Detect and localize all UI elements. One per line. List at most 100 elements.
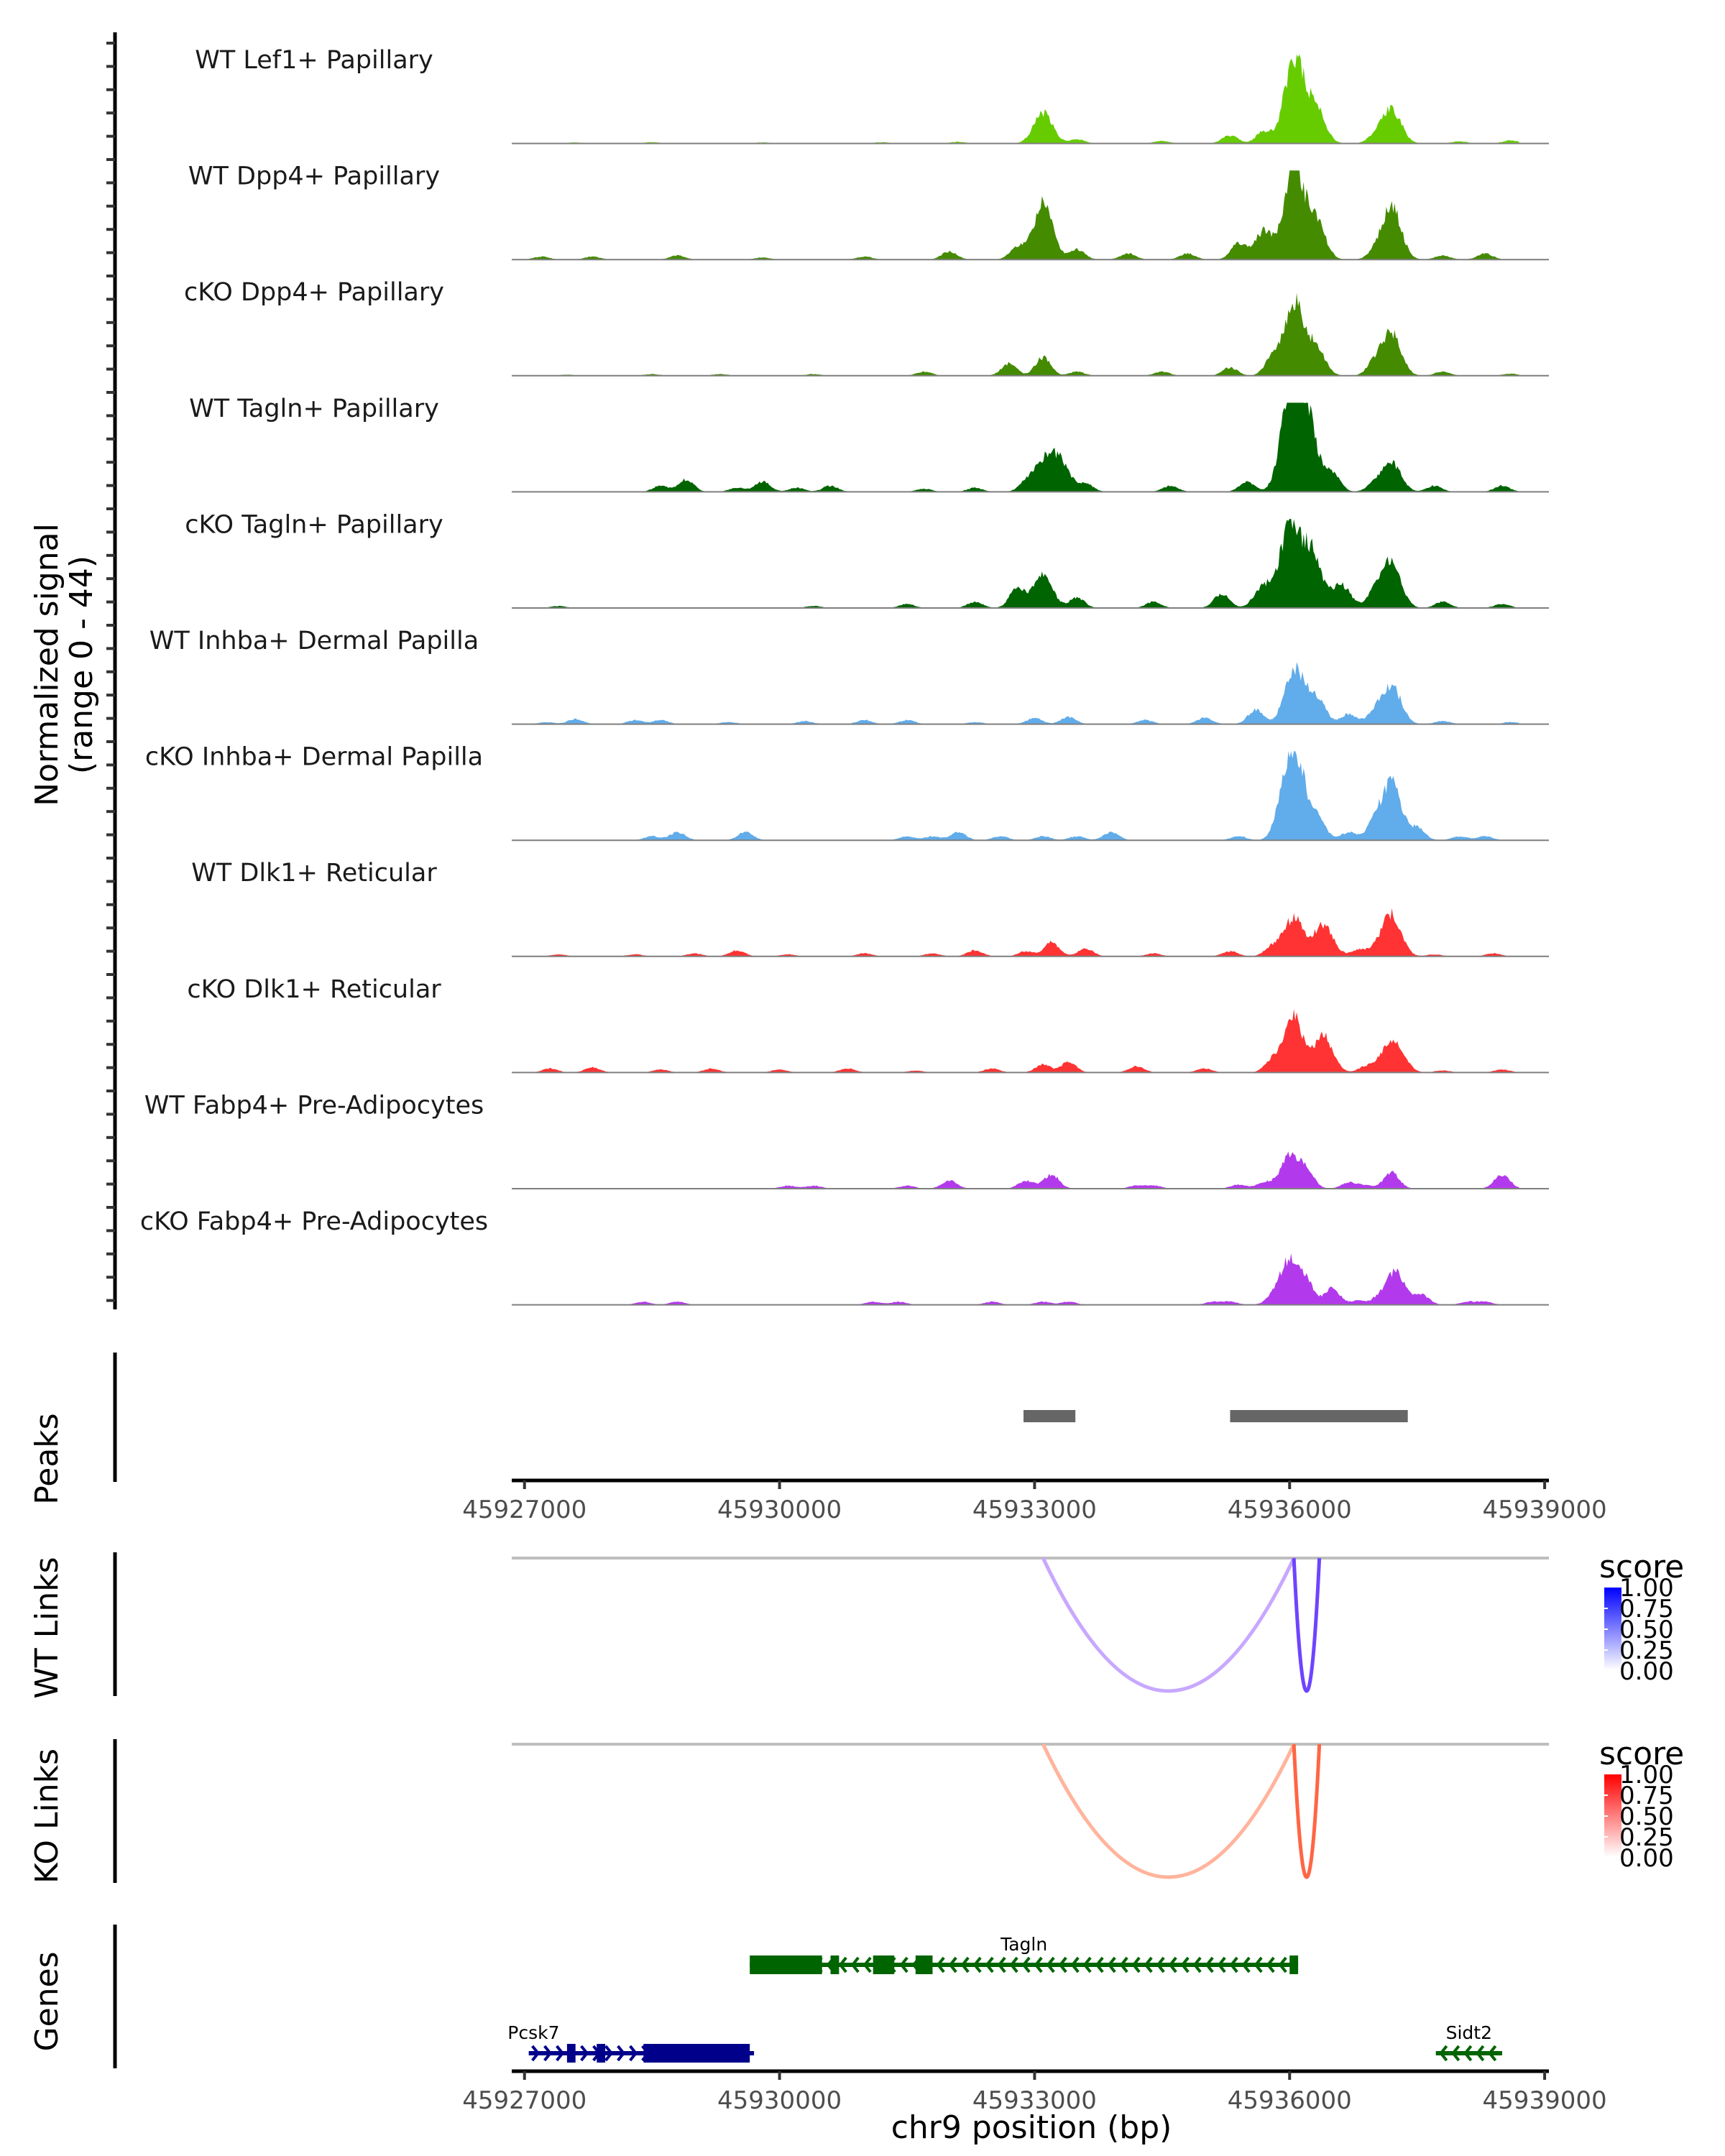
legend-title: score (1599, 1736, 1684, 1772)
track-label: WT Dlk1+ Reticular (191, 859, 437, 888)
strand-chevron (1205, 1956, 1214, 1973)
x-tick-label: 45930000 (717, 2086, 842, 2115)
coverage-track: WT Tagln+ Papillary (189, 395, 1549, 493)
x-tick-label: 45933000 (972, 2086, 1097, 2115)
gene-exon (915, 1955, 933, 1974)
strand-chevron (580, 2045, 589, 2062)
gene-exon (597, 2044, 606, 2063)
coverage-area (512, 1253, 1519, 1305)
strand-chevron (1254, 1956, 1263, 1973)
x-axis-title: chr9 position (bp) (891, 2109, 1172, 2146)
gene-name-label: Tagln (1000, 1934, 1047, 1955)
ko-links-label: KO Links (29, 1749, 65, 1884)
strand-chevron (838, 1956, 847, 1973)
strand-chevron (972, 1956, 982, 1973)
strand-chevron (1046, 1956, 1055, 1973)
coverage-track: cKO Dlk1+ Reticular (187, 975, 1549, 1074)
peaks-track (1024, 1410, 1408, 1422)
peak-region (1230, 1410, 1408, 1422)
track-label: cKO Inhba+ Dermal Papilla (145, 743, 483, 772)
x-tick-label: 45936000 (1228, 2086, 1352, 2115)
legend-tick-label: 0.00 (1619, 1657, 1674, 1686)
gene-model: Tagln (750, 1934, 1299, 1974)
coverage-area (512, 1151, 1519, 1189)
strand-chevron (556, 2045, 565, 2062)
x-tick-label: 45927000 (462, 1496, 586, 1524)
legend-title: score (1599, 1549, 1684, 1585)
track-label: WT Lef1+ Papillary (195, 46, 433, 75)
y-axis-title: Normalized signal (range 0 - 44) (29, 523, 100, 806)
strand-chevron (1095, 1956, 1104, 1973)
coverage-track: WT Inhba+ Dermal Papilla (150, 627, 1549, 725)
coverage-track: cKO Dpp4+ Papillary (184, 278, 1549, 377)
legend-tick-label: 0.50 (1619, 1616, 1674, 1644)
coverage-y-ticks (106, 42, 115, 1302)
strand-chevron (862, 1956, 872, 1973)
coverage-area (512, 751, 1519, 841)
ko-links-track (512, 1743, 1549, 1879)
coverage-area (512, 54, 1519, 144)
coverage-track: cKO Fabp4+ Pre-Adipocytes (140, 1207, 1549, 1306)
strand-chevron (1058, 1956, 1067, 1973)
track-label: cKO Fabp4+ Pre-Adipocytes (140, 1207, 488, 1236)
coverage-track: cKO Inhba+ Dermal Papilla (145, 743, 1549, 842)
strand-chevron (1168, 1956, 1177, 1973)
strand-chevron (1451, 2045, 1460, 2062)
strand-chevron (604, 2045, 614, 2062)
link-arc (1292, 1743, 1322, 1879)
coverage-track: WT Dpp4+ Papillary (188, 162, 1549, 261)
y-axis-title-line2: (range 0 - 44) (63, 556, 100, 774)
strand-chevron (850, 1956, 860, 1973)
strand-chevron (936, 1956, 945, 1973)
x-tick-label: 45930000 (717, 1496, 842, 1524)
coverage-track: WT Dlk1+ Reticular (191, 859, 1549, 957)
coverage-area (512, 292, 1519, 376)
track-label: cKO Tagln+ Papillary (185, 510, 443, 539)
strand-chevron (1180, 1956, 1190, 1973)
wt-links-label: WT Links (29, 1557, 65, 1698)
link-arc (1041, 1743, 1296, 1879)
legend-tick-label: 0.50 (1619, 1802, 1674, 1831)
gene-exon (566, 2044, 576, 2063)
track-label: cKO Dlk1+ Reticular (187, 975, 441, 1004)
track-label: WT Tagln+ Papillary (189, 395, 439, 423)
strand-chevron (1082, 1956, 1092, 1973)
strand-chevron (543, 2045, 553, 2062)
gene-exon (750, 1955, 822, 1974)
strand-chevron (1131, 1956, 1141, 1973)
gene-model: Sidt2 (1435, 2022, 1502, 2062)
gene-exon (873, 1955, 895, 1974)
strand-chevron (899, 1956, 908, 1973)
track-label: WT Fabp4+ Pre-Adipocytes (144, 1091, 484, 1120)
coverage-area (512, 908, 1519, 957)
gene-model: Pcsk7 (507, 2022, 755, 2063)
genes-label: Genes (29, 1951, 65, 2051)
strand-chevron (1192, 1956, 1202, 1973)
strand-chevron (1266, 1956, 1275, 1973)
legend-tick-label: 1.00 (1619, 1761, 1674, 1789)
strand-chevron (1009, 1956, 1018, 1973)
coverage-track: cKO Tagln+ Papillary (185, 510, 1549, 609)
gene-name-label: Sidt2 (1446, 2022, 1492, 2043)
track-label: WT Inhba+ Dermal Papilla (150, 627, 479, 655)
y-axis-title-line1: Normalized signal (29, 523, 65, 806)
link-arc (1041, 1557, 1296, 1693)
x-tick-label: 45936000 (1228, 1496, 1352, 1524)
strand-chevron (1119, 1956, 1128, 1973)
x-tick-label: 45927000 (462, 2086, 586, 2115)
coverage-track: WT Fabp4+ Pre-Adipocytes (144, 1091, 1549, 1189)
strand-chevron (1217, 1956, 1226, 1973)
x-tick-label: 45939000 (1483, 1496, 1607, 1524)
coverage-area (512, 662, 1519, 724)
strand-chevron (985, 1956, 994, 1973)
strand-chevron (1476, 2045, 1485, 2062)
coverage-area (512, 519, 1519, 608)
wt-links-track (512, 1557, 1549, 1693)
coverage-track: WT Lef1+ Papillary (195, 46, 1549, 144)
strand-chevron (1241, 1956, 1251, 1973)
coverage-tracks: WT Lef1+ Papillary WT Dpp4+ Papillary cKO … (140, 46, 1549, 1306)
strand-chevron (1488, 2045, 1497, 2062)
strand-chevron (617, 2045, 626, 2062)
